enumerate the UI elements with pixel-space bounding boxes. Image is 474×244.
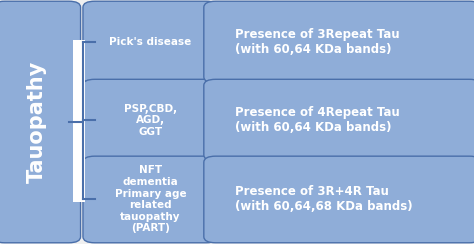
FancyBboxPatch shape bbox=[83, 1, 218, 83]
Text: Presence of 3Repeat Tau
(with 60,64 KDa bands): Presence of 3Repeat Tau (with 60,64 KDa … bbox=[235, 28, 399, 56]
FancyBboxPatch shape bbox=[83, 79, 218, 161]
FancyBboxPatch shape bbox=[204, 156, 474, 243]
FancyBboxPatch shape bbox=[83, 156, 218, 243]
Text: Pick's disease: Pick's disease bbox=[109, 37, 191, 47]
FancyBboxPatch shape bbox=[204, 79, 474, 161]
Text: Presence of 4Repeat Tau
(with 60,64 KDa bands): Presence of 4Repeat Tau (with 60,64 KDa … bbox=[235, 106, 400, 134]
Text: PSP,CBD,
AGD,
GGT: PSP,CBD, AGD, GGT bbox=[124, 103, 177, 137]
Text: Tauopathy: Tauopathy bbox=[27, 61, 47, 183]
FancyBboxPatch shape bbox=[73, 40, 85, 202]
Text: NFT
dementia
Primary age
related
tauopathy
(PART): NFT dementia Primary age related tauopat… bbox=[115, 165, 186, 234]
Text: Presence of 3R+4R Tau
(with 60,64,68 KDa bands): Presence of 3R+4R Tau (with 60,64,68 KDa… bbox=[235, 185, 412, 214]
FancyBboxPatch shape bbox=[204, 1, 474, 83]
FancyBboxPatch shape bbox=[0, 1, 81, 243]
